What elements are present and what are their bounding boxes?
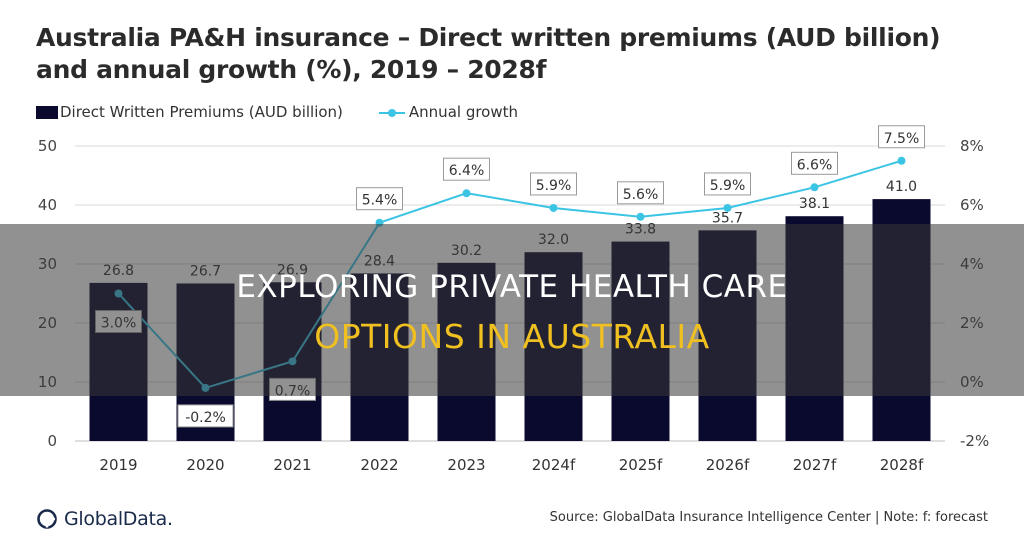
y-left-tick-label: 40: [38, 196, 57, 214]
growth-value-label: 7.5%: [884, 131, 920, 147]
growth-point: [810, 183, 819, 192]
chart-title-line1: Australia PA&H insurance – Direct writte…: [36, 23, 941, 52]
growth-label-box: [443, 157, 490, 181]
y-left-tick-label: 0: [47, 432, 57, 450]
growth-point: [723, 203, 732, 212]
globaldata-logo-icon: [37, 509, 57, 529]
bar-value-label: 38.1: [799, 196, 830, 212]
logo-text: GlobalData.: [64, 508, 173, 530]
y-right-tick-label: 8%: [960, 137, 984, 155]
y-right-tick-label: 6%: [960, 196, 984, 214]
growth-label-box: [617, 181, 664, 205]
growth-label-box: [177, 404, 234, 428]
growth-point: [897, 156, 906, 165]
growth-point: [462, 189, 471, 198]
bar-value-label: 41.0: [886, 179, 917, 195]
x-tick-label: 2019: [99, 456, 137, 474]
x-tick-label: 2021: [273, 456, 311, 474]
legend-item-bars: Direct Written Premiums (AUD billion): [36, 103, 343, 121]
chart-title-line2: and annual growth (%), 2019 – 2028f: [36, 55, 547, 84]
growth-value-label: 6.4%: [449, 163, 485, 179]
growth-label-box: [356, 187, 403, 211]
x-tick-label: 2026f: [706, 456, 750, 474]
legend-line-swatch: [378, 106, 405, 119]
x-tick-label: 2023: [447, 456, 485, 474]
growth-label-box: [530, 172, 577, 196]
legend-item-line: Annual growth: [378, 103, 519, 121]
x-tick-label: 2024f: [532, 456, 576, 474]
y-left-tick-label: 50: [38, 137, 57, 155]
growth-point: [636, 212, 645, 221]
x-tick-label: 2020: [186, 456, 224, 474]
growth-value-label: 5.9%: [536, 178, 572, 194]
bar-value-label: 35.7: [712, 210, 743, 226]
legend-bars-label: Direct Written Premiums (AUD billion): [60, 103, 343, 121]
banner-overlay: [0, 224, 1024, 396]
growth-value-label: 6.6%: [797, 157, 833, 173]
legend-line-label: Annual growth: [408, 103, 519, 121]
growth-value-label: 5.6%: [623, 187, 659, 203]
banner-line1: EXPLORING PRIVATE HEALTH CARE: [236, 269, 788, 305]
chart-title: Australia PA&H insurance – Direct writte…: [36, 22, 996, 86]
growth-value-label: -0.2%: [185, 410, 226, 426]
legend-bar-swatch: [36, 105, 58, 119]
y-right-tick-label: -2%: [960, 432, 989, 450]
banner-line2: OPTIONS IN AUSTRALIA: [314, 317, 710, 356]
x-tick-label: 2022: [360, 456, 398, 474]
banner-text: EXPLORING PRIVATE HEALTH CARE OPTIONS IN…: [0, 262, 1024, 362]
x-tick-label: 2025f: [619, 456, 663, 474]
growth-value-label: 5.4%: [362, 193, 398, 209]
growth-label-box: [791, 151, 838, 175]
chart-legend: Direct Written Premiums (AUD billion) An…: [36, 102, 554, 122]
growth-value-label: 5.9%: [710, 178, 746, 194]
x-tick-label: 2027f: [793, 456, 837, 474]
source-note: Source: GlobalData Insurance Intelligenc…: [549, 510, 988, 525]
growth-label-box: [704, 172, 751, 196]
growth-point: [549, 203, 558, 212]
x-tick-label: 2028f: [880, 456, 924, 474]
growth-label-box: [878, 125, 925, 149]
globaldata-logo: GlobalData.: [36, 508, 173, 530]
